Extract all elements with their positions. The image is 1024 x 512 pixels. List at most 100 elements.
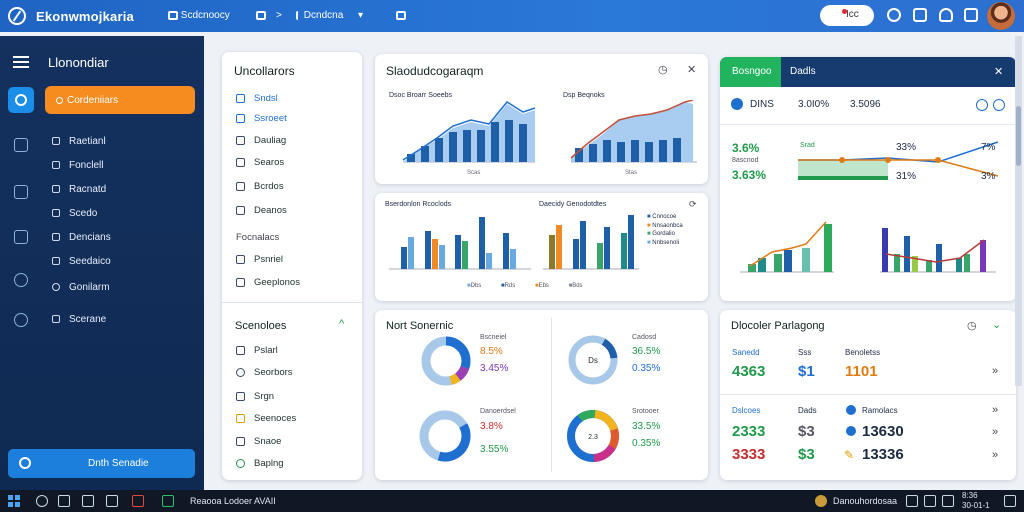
taskbar-user[interactable]: Danouhordosaa [833,496,898,506]
scrollbar[interactable] [1015,36,1022,386]
kpi-right-value-1: 33% [896,142,917,153]
arrow-right-icon[interactable]: » [992,404,999,416]
chart-bar [580,221,586,269]
nav-item-12[interactable]: Seenoces [236,413,296,424]
sidebar-item-8[interactable]: Scerane [52,314,106,325]
nav-item-7[interactable]: Psnriel [236,254,283,265]
chart-bar [589,144,597,162]
app-icon[interactable] [132,495,144,507]
nav-item-2[interactable]: Ssroeet [236,113,287,124]
search-icon[interactable] [36,495,48,507]
summary-value: 13336 [862,446,904,463]
donut-2-center: Ds [588,356,598,365]
hamburger-menu-icon[interactable] [13,56,29,68]
bar-chart-bottom-legend: ■Dbs ■Rds ■Ebs ■Bds [467,283,583,289]
top-nav-folder[interactable]: Scdcnoocy [168,10,230,21]
spreadsheet-icon[interactable] [162,495,174,507]
avatar[interactable] [987,2,1015,30]
notifications-icon[interactable] [1004,495,1016,507]
nav-item-4[interactable]: Searos [236,157,284,168]
home-icon [236,436,245,446]
network-icon[interactable] [906,495,918,507]
windows-start-icon[interactable] [8,495,20,507]
arrow-right-icon[interactable]: » [992,426,999,438]
top-nav-grid[interactable] [396,10,406,21]
rail-login-icon[interactable] [14,230,28,244]
clock-icon[interactable] [976,99,988,111]
pen-icon [52,161,60,170]
document-icon[interactable] [106,495,118,507]
battery-icon[interactable] [942,495,954,507]
collapse-chevron-icon[interactable]: ^ [339,318,345,330]
scrollbar-thumb[interactable] [1016,106,1021,166]
nav-item-label: Searos [254,157,285,168]
nav-item-11[interactable]: Srgn [236,391,274,402]
nav-item-5[interactable]: Bcrdos [236,181,284,192]
folder-icon[interactable] [82,495,94,507]
search-icon[interactable] [887,8,901,22]
sidebar-item-6[interactable]: Seedaico [52,256,111,267]
user-avatar-icon[interactable] [815,495,827,507]
summary-section-header: Ramolacs [862,406,898,415]
rail-search-button[interactable] [8,87,34,113]
sidebar-item-2[interactable]: Fonclell [52,160,103,171]
nav-item-14[interactable]: Baplng [236,458,284,469]
top-nav-book[interactable] [256,10,266,21]
close-icon[interactable]: ✕ [687,64,697,76]
chart-bar [784,250,792,272]
rail-people-icon[interactable] [14,185,28,199]
refresh-icon[interactable]: ⟳ [689,199,697,209]
chevron-down-icon[interactable]: ⌄ [992,319,1002,331]
nav-item-8[interactable]: Geeplonos [236,277,300,288]
nav-item-label: Baplng [254,458,284,469]
legend-label: Nnsaonbca [652,222,683,229]
window-icon[interactable] [58,495,70,507]
settings-icon[interactable] [913,8,927,22]
sidebar-item-1[interactable]: Raetianl [52,136,106,147]
clock-icon[interactable]: ◷ [658,64,668,76]
nav-item-label: Bcrdos [254,181,284,192]
sidebar-item-label: Gonilarm [69,282,110,293]
area-chart-right [570,100,697,163]
bell-icon[interactable] [939,8,953,22]
nav-item-13[interactable]: Snaoe [236,436,281,447]
clock-icon[interactable]: ◷ [967,320,977,332]
chart-bar [617,142,625,162]
close-icon[interactable]: ✕ [994,66,1004,78]
sidebar-item-5[interactable]: Dencians [52,232,111,243]
top-nav-dropdown[interactable]: Dcndcna ▾ [296,10,363,21]
nav-item-label: Deanos [254,205,287,216]
nav-item-3[interactable]: Dauliag [236,135,286,146]
clock-time[interactable]: 8:36 [962,491,978,500]
sidebar-item-4[interactable]: Scedo [52,208,97,219]
sidebar-item-7[interactable]: Gonilarm [52,282,110,293]
notification-pill[interactable]: Icc [820,5,874,26]
nav-item-10[interactable]: Seorbors [236,367,293,378]
donut-4-label: Srotooer [632,408,659,415]
chart-bar [479,217,485,269]
sidebar-item-active[interactable]: Cordeniiars [45,86,195,114]
kpi-tab-active[interactable]: Bosngoo [720,57,781,87]
sidebar-item-3[interactable]: Racnatd [52,184,106,195]
settings-icon[interactable] [993,99,1005,111]
gear-icon[interactable] [964,8,978,22]
kpi-tab-other[interactable]: Dadls [790,66,816,77]
kpi-card-header: Bosngoo Dadls ✕ [720,57,1016,87]
summary-value: 13630 [862,423,904,440]
nav-item-9[interactable]: Pslarl [236,345,278,356]
arrow-right-icon[interactable]: » [992,365,999,377]
nav-item-6[interactable]: Deanos [236,205,287,216]
nav-item-1[interactable]: Sndsl [236,93,278,104]
taskbar-search-text[interactable]: Reaooa Lodoer AVAII [190,496,276,506]
volume-icon[interactable] [924,495,936,507]
chart-bar [774,254,782,272]
chart-bar [597,243,603,269]
sidebar-bottom-button[interactable]: Dnth Senadie [8,449,195,478]
donut-4-center: 2.3 [588,434,598,441]
arrow-right-icon[interactable]: » [992,449,999,461]
rail-layers-icon[interactable] [14,138,28,152]
clock-date[interactable]: 30-01-1 [962,501,990,510]
rail-clock-icon[interactable] [14,313,28,327]
rail-location-icon[interactable] [14,273,28,287]
nav-item-label: Srgn [254,391,275,402]
